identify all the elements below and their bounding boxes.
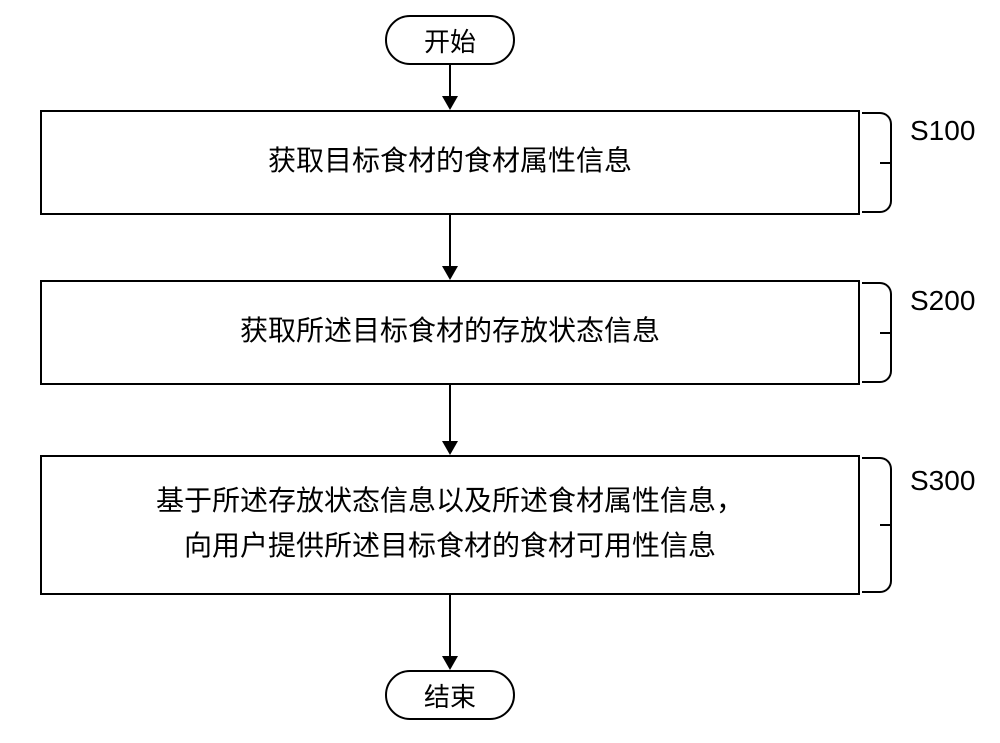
arrow-1	[449, 65, 451, 108]
brace-s100	[862, 112, 892, 213]
process-s200: 获取所述目标食材的存放状态信息	[40, 280, 860, 385]
process-s300: 基于所述存放状态信息以及所述食材属性信息， 向用户提供所述目标食材的食材可用性信…	[40, 455, 860, 595]
label-s200: S200	[910, 285, 975, 317]
arrow-2	[449, 215, 451, 278]
arrow-3	[449, 385, 451, 453]
s100-text: 获取目标食材的食材属性信息	[268, 140, 632, 185]
s200-text: 获取所述目标食材的存放状态信息	[240, 310, 660, 355]
label-s100: S100	[910, 115, 975, 147]
brace-s200	[862, 282, 892, 383]
start-node: 开始	[385, 15, 515, 65]
end-label: 结束	[424, 677, 476, 714]
start-label: 开始	[424, 22, 476, 59]
flowchart-container: 开始 获取目标食材的食材属性信息 S100 获取所述目标食材的存放状态信息 S2…	[0, 0, 1000, 743]
brace-s300	[862, 457, 892, 593]
s300-text: 基于所述存放状态信息以及所述食材属性信息， 向用户提供所述目标食材的食材可用性信…	[156, 480, 744, 570]
process-s100: 获取目标食材的食材属性信息	[40, 110, 860, 215]
label-s300: S300	[910, 465, 975, 497]
end-node: 结束	[385, 670, 515, 720]
arrow-4	[449, 595, 451, 668]
